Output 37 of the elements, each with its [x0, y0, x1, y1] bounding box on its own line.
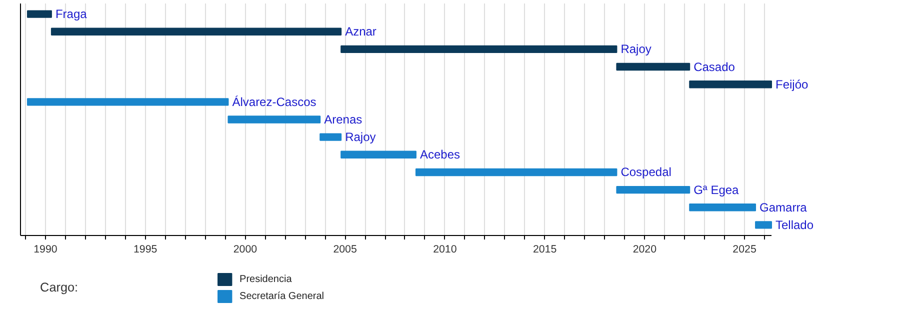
y-tick-label: Gamarra — [760, 200, 808, 214]
x-tick-label: 2010 — [433, 244, 457, 256]
bar — [340, 150, 416, 158]
y-tick-label: Casado — [694, 60, 736, 74]
legend-title: Cargo: — [40, 280, 78, 294]
bar — [340, 45, 618, 54]
legend-label: Presidencia — [240, 274, 292, 285]
x-tick-label: 2025 — [732, 244, 756, 256]
x-tick-label: 1990 — [34, 244, 58, 256]
x-tick-label: 2000 — [233, 244, 258, 256]
x-tick-label: 2015 — [532, 244, 557, 256]
y-tick-label: Gª Egea — [694, 182, 740, 197]
y-tick-label: Aznar — [345, 24, 376, 39]
bar — [616, 186, 690, 194]
y-tick-label: Álvarez-Cascos — [232, 94, 316, 109]
bar — [689, 204, 756, 212]
bar — [616, 62, 690, 71]
x-tick-label: 1995 — [133, 244, 158, 256]
y-tick-label: Tellado — [776, 218, 814, 232]
legend-label: Secretaría General — [240, 291, 324, 302]
bar — [755, 221, 772, 229]
bar — [320, 133, 342, 141]
x-tick-label: 2005 — [333, 244, 357, 256]
y-tick-label: Fraga — [55, 7, 88, 22]
y-tick-label: Rajoy — [345, 130, 376, 144]
bar — [26, 98, 229, 106]
y-tick-label: Arenas — [324, 112, 362, 126]
y-tick-label: Acebes — [420, 148, 460, 162]
bar — [689, 80, 772, 88]
x-tick-label: 2020 — [632, 244, 657, 256]
bar — [228, 116, 321, 124]
bar — [415, 168, 618, 176]
y-tick-label: Feijóo — [776, 77, 809, 92]
bar — [50, 28, 342, 36]
y-tick-label: Cospedal — [620, 165, 672, 180]
bar — [26, 10, 52, 18]
y-tick-label: Rajoy — [620, 42, 652, 56]
